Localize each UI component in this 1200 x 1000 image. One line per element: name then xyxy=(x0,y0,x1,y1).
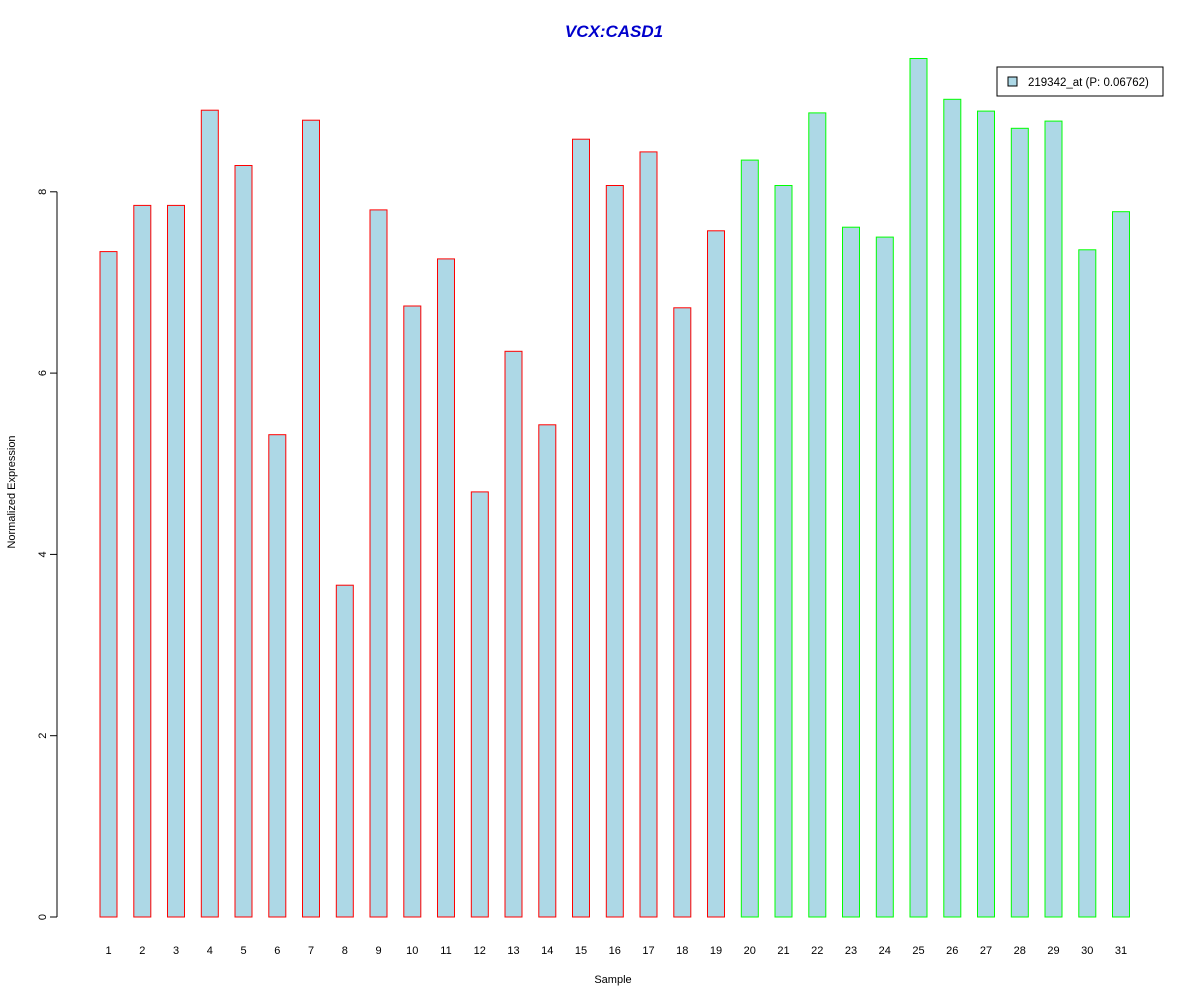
y-tick-label: 4 xyxy=(37,551,49,557)
y-axis: 0 2 4 6 8 xyxy=(37,189,58,920)
y-tick-label: 2 xyxy=(37,733,49,739)
x-tick-label: 20 xyxy=(744,945,756,957)
x-tick-label: 28 xyxy=(1014,945,1026,957)
y-tick-label: 6 xyxy=(37,370,49,376)
bar-sample-21 xyxy=(774,185,793,918)
x-tick-label: 31 xyxy=(1115,945,1127,957)
bar-sample-7 xyxy=(302,119,320,918)
x-tick-label: 13 xyxy=(507,945,519,957)
x-tick-label: 11 xyxy=(440,945,451,957)
legend-swatch xyxy=(1007,76,1018,87)
x-tick-label: 6 xyxy=(274,945,280,957)
bar-sample-30 xyxy=(1078,249,1097,918)
x-tick-label: 7 xyxy=(308,945,314,957)
bar-sample-3 xyxy=(167,204,185,918)
x-tick-label: 24 xyxy=(879,945,891,957)
x-tick-label: 12 xyxy=(474,945,486,957)
x-tick-label: 30 xyxy=(1081,945,1093,957)
x-tick-label: 25 xyxy=(912,945,924,957)
bar-sample-5 xyxy=(234,165,253,918)
x-tick-label: 9 xyxy=(375,945,381,957)
legend: 219342_at (P: 0.06762) xyxy=(996,66,1164,97)
bar-sample-12 xyxy=(470,491,489,918)
x-tick-label: 26 xyxy=(946,945,958,957)
x-tick-label: 2 xyxy=(139,945,145,957)
x-tick-label: 22 xyxy=(811,945,823,957)
x-tick-label: 10 xyxy=(406,945,418,957)
x-tick-label: 3 xyxy=(173,945,179,957)
x-tick-label: 18 xyxy=(676,945,688,957)
bar-sample-2 xyxy=(133,204,152,918)
x-tick-label: 4 xyxy=(207,945,213,957)
legend-box xyxy=(996,66,1164,97)
x-tick-label: 17 xyxy=(642,945,654,957)
y-tick-label: 0 xyxy=(37,914,49,920)
bar-sample-6 xyxy=(268,434,287,918)
bar-sample-16 xyxy=(605,185,624,918)
bar-sample-15 xyxy=(572,138,590,918)
bar-sample-27 xyxy=(977,110,995,918)
x-tick-label: 23 xyxy=(845,945,857,957)
x-tick-label: 16 xyxy=(609,945,621,957)
x-tick-label: 8 xyxy=(342,945,348,957)
x-tick-label: 15 xyxy=(575,945,587,957)
bar-sample-8 xyxy=(335,584,354,918)
bar-sample-17 xyxy=(639,151,658,918)
y-axis-label: Normalized Expression xyxy=(6,435,18,548)
bar-sample-23 xyxy=(842,226,860,918)
bar-sample-26 xyxy=(943,98,962,918)
bar-sample-25 xyxy=(909,58,928,918)
x-tick-label: 27 xyxy=(980,945,992,957)
bar-sample-11 xyxy=(437,258,455,918)
bar-sample-13 xyxy=(504,350,523,918)
bar-sample-19 xyxy=(707,230,725,918)
legend-label: 219342_at (P: 0.06762) xyxy=(1028,77,1149,89)
y-tick-label: 8 xyxy=(37,189,49,195)
bar-sample-20 xyxy=(740,159,759,918)
chart-title: VCX:CASD1 xyxy=(565,22,663,41)
x-tick-label: 1 xyxy=(105,945,111,957)
bar-sample-22 xyxy=(808,112,827,918)
bar-sample-1 xyxy=(99,251,118,918)
x-tick-label: 21 xyxy=(777,945,789,957)
x-tick-label: 5 xyxy=(240,945,246,957)
bar-sample-31 xyxy=(1112,211,1130,918)
x-tick-label: 29 xyxy=(1047,945,1059,957)
bar-sample-18 xyxy=(673,307,692,918)
x-tick-label: 19 xyxy=(710,945,722,957)
bar-sample-9 xyxy=(369,209,388,918)
bar-sample-29 xyxy=(1044,120,1063,918)
x-tick-labels: 1 2 3 4 5 6 7 8 9 10 11 12 13 14 15 16 17 18 19 20 21 22 23 24 2… xyxy=(105,945,1127,957)
bar-sample-14 xyxy=(538,424,557,918)
bar-sample-24 xyxy=(875,236,894,918)
x-tick-label: 14 xyxy=(541,945,553,957)
bars-group xyxy=(99,58,1130,918)
bar-sample-28 xyxy=(1010,127,1029,918)
bar-sample-4 xyxy=(200,109,219,918)
x-axis-label: Sample xyxy=(594,974,631,986)
bar-sample-10 xyxy=(403,305,422,918)
